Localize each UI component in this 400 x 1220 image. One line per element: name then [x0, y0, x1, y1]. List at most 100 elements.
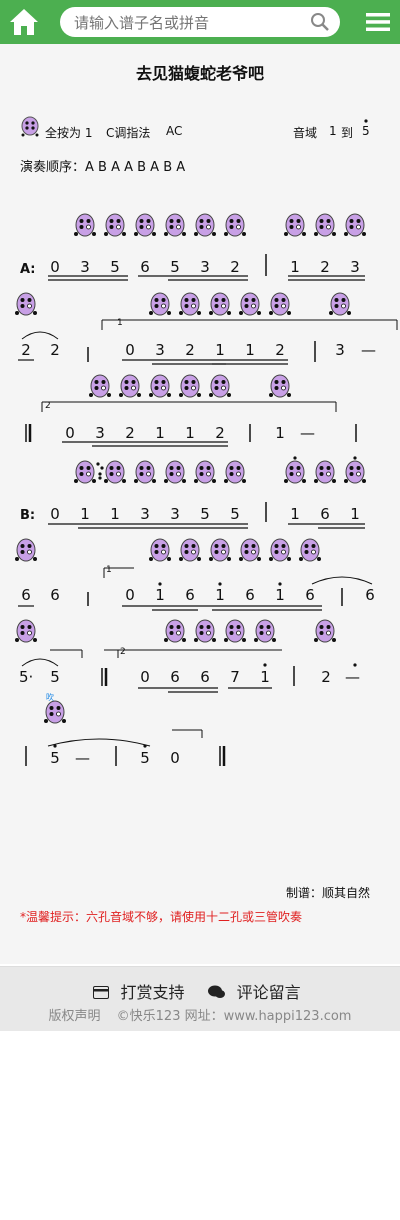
score-sheet: 去见猫蝮蛇老爷吧 全按为 1 C调指法 AC 音域 1 到 5 演奏顺序：A B…	[0, 44, 400, 964]
ocarina-fingering-icon	[164, 460, 186, 484]
note: 5	[50, 749, 60, 767]
ocarina-fingering-icon	[44, 700, 66, 724]
note: —	[300, 424, 315, 442]
search-icon[interactable]	[310, 12, 330, 32]
credit-label: 制谱：顺其自然	[285, 886, 370, 900]
note: 6	[140, 258, 150, 276]
ocarina-fingering-icon	[194, 213, 216, 237]
note: 2	[275, 341, 285, 359]
search-box[interactable]	[60, 7, 340, 37]
search-input[interactable]	[72, 11, 301, 35]
note: 5	[170, 258, 180, 276]
ocarina-fingering-icon	[344, 213, 366, 237]
tie-arc	[311, 576, 373, 585]
ocarina-icon	[21, 116, 39, 137]
note: 0	[125, 341, 135, 359]
ocarina-fingerings	[15, 213, 366, 724]
fingering-label: 全按为 1	[45, 126, 93, 140]
note: 2	[50, 341, 60, 359]
note: 3	[350, 258, 360, 276]
tie-arc	[47, 738, 151, 747]
ocarina-fingering-icon	[164, 619, 186, 643]
note: —	[361, 341, 376, 359]
octave-dot	[98, 472, 102, 476]
note: 0	[65, 424, 75, 442]
note: 3	[170, 505, 180, 523]
range-to: 5	[362, 124, 370, 138]
ocarina-fingering-icon	[149, 374, 171, 398]
octave-dot	[158, 582, 162, 586]
comment-button[interactable]: 评论留言	[207, 979, 307, 1003]
ocarina-fingering-icon	[299, 538, 321, 562]
score-title: 去见猫蝮蛇老爷吧	[135, 64, 264, 83]
volta-2-label-b: 2	[120, 647, 126, 657]
note: 1	[155, 586, 165, 604]
note: 7	[230, 668, 240, 686]
note: 1	[215, 586, 225, 604]
section-b-label: B:	[20, 508, 36, 523]
note: —	[345, 668, 360, 686]
note: 1	[245, 341, 255, 359]
octave-dot	[100, 466, 104, 470]
play-order: 演奏顺序：A B A A B A B A	[20, 160, 186, 175]
dot-mark	[364, 119, 368, 123]
note: 0	[125, 586, 135, 604]
note: 0	[50, 258, 60, 276]
reward-button[interactable]: 打赏支持	[93, 979, 190, 1003]
ocarina-fingering-icon	[164, 213, 186, 237]
ocarina-fingering-icon	[104, 213, 126, 237]
note: 6	[21, 586, 31, 604]
home-icon[interactable]	[8, 7, 40, 37]
octave-dot	[278, 582, 282, 586]
note: 6	[365, 586, 375, 604]
ocarina-fingering-icon	[224, 460, 246, 484]
ocarina-fingering-icon	[224, 213, 246, 237]
note: 0	[170, 749, 180, 767]
comment-icon	[207, 985, 225, 998]
reward-label: 打赏支持	[120, 983, 185, 1002]
note: 6	[200, 668, 210, 686]
note: 0	[140, 668, 150, 686]
note: 3	[200, 258, 210, 276]
octave-dot	[353, 663, 357, 667]
ocarina-fingering-icon	[344, 460, 366, 484]
ocarina-fingering-icon	[329, 292, 351, 316]
ocarina-fingering-icon	[104, 460, 126, 484]
ocarina-fingering-icon	[134, 460, 156, 484]
note: 1	[215, 341, 225, 359]
note: 6	[305, 586, 315, 604]
ocarina-fingering-icon	[15, 619, 37, 643]
key-label: C调指法	[106, 126, 151, 140]
octave-dot	[53, 744, 57, 748]
note: 1	[350, 505, 360, 523]
footer-actions: 打赏支持 评论留言	[0, 979, 400, 1003]
ocarina-fingering-icon	[269, 374, 291, 398]
note: 5	[230, 505, 240, 523]
volta-1-label: 1	[117, 318, 123, 328]
ocarina-fingering-icon	[284, 213, 306, 237]
ocarina-fingering-icon	[194, 460, 216, 484]
note: 1	[260, 668, 270, 686]
note: 2	[21, 341, 31, 359]
ocarina-fingering-icon	[15, 292, 37, 316]
notation-svg	[15, 213, 398, 766]
menu-icon[interactable]	[366, 12, 390, 32]
note: 1	[110, 505, 120, 523]
ocarina-fingering-icon	[269, 292, 291, 316]
copyright-link[interactable]: 版权声明	[48, 1009, 101, 1024]
octave-dot	[353, 456, 357, 460]
octave-dot	[218, 582, 222, 586]
note: 1	[155, 424, 165, 442]
octave-dot	[96, 462, 100, 466]
ocarina-fingering-icon	[239, 538, 261, 562]
note: —	[75, 749, 90, 767]
tie-arc	[21, 331, 59, 340]
ocarina-fingering-icon	[15, 538, 37, 562]
note: 1	[290, 258, 300, 276]
card-icon	[93, 986, 110, 999]
section-a-label: A:	[20, 262, 36, 277]
ocarina-fingering-icon	[269, 538, 291, 562]
note: 5	[200, 505, 210, 523]
note: 3	[80, 258, 90, 276]
note: 2	[230, 258, 240, 276]
